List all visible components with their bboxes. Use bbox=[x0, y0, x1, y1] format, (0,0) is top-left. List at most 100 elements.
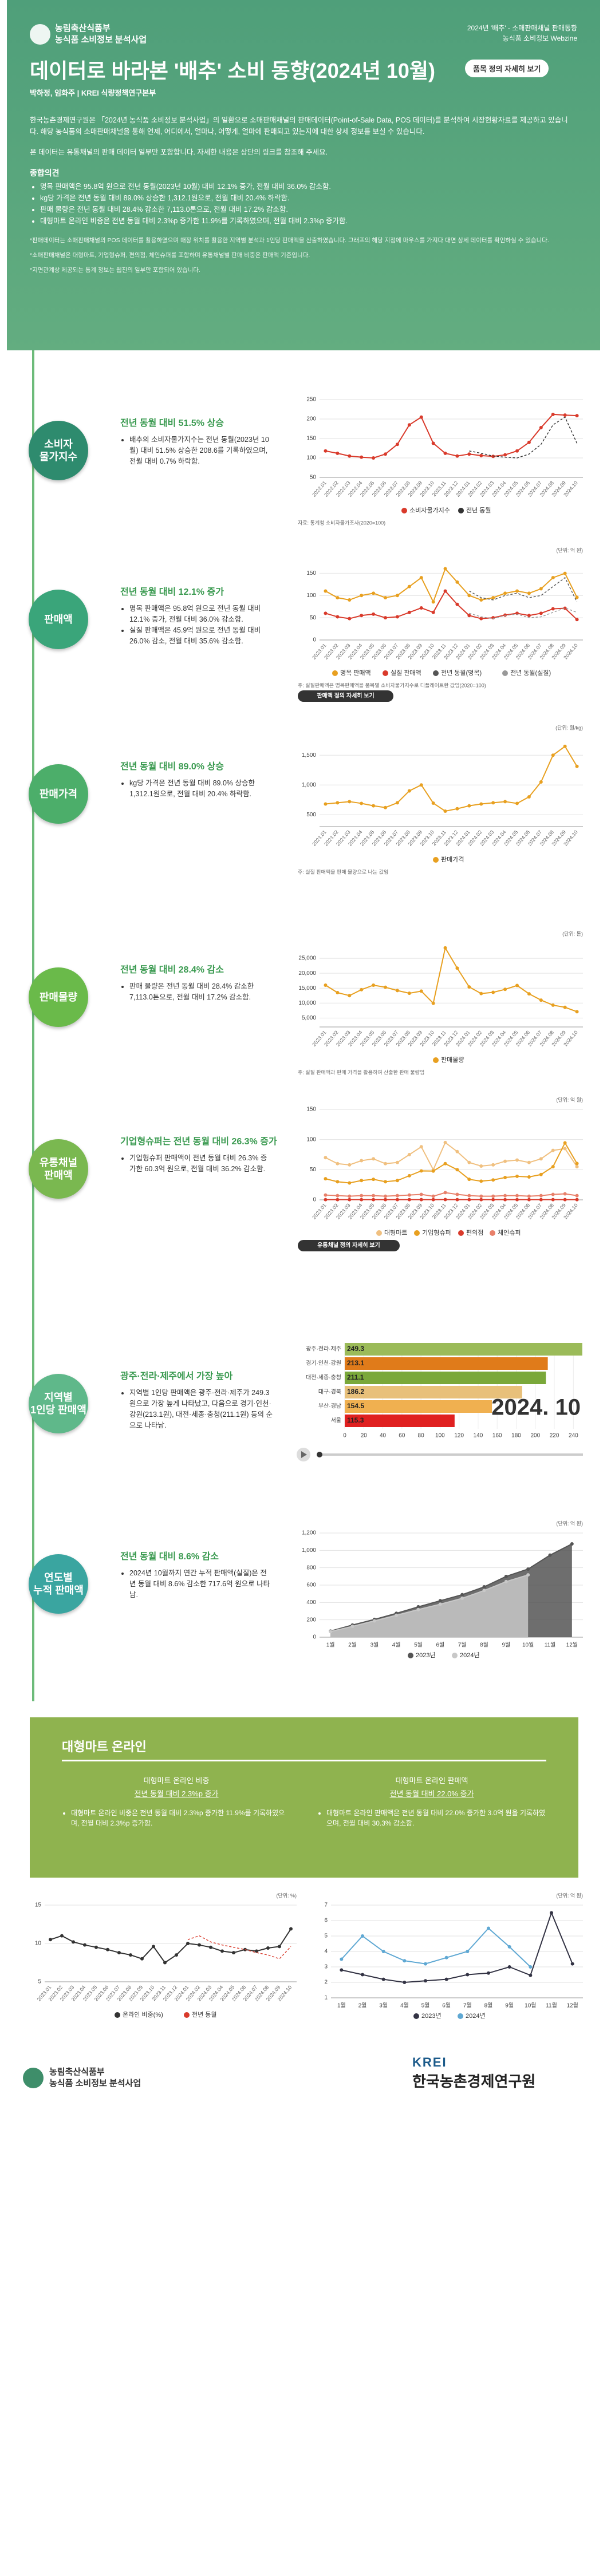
y-tick-label: 50 bbox=[310, 615, 317, 621]
column-title: 대형마트 온라인 비중 bbox=[143, 1776, 210, 1785]
y-tick-label: 20,000 bbox=[298, 970, 316, 977]
point bbox=[360, 594, 364, 598]
value-label: 186.2 bbox=[347, 1388, 364, 1396]
point bbox=[431, 1194, 435, 1198]
point bbox=[443, 1161, 447, 1165]
legend-label: 판매물량 bbox=[441, 1056, 464, 1064]
definition-button[interactable]: 품목 정의 자세히 보기 bbox=[465, 60, 549, 77]
legend-swatch bbox=[408, 1653, 413, 1658]
point bbox=[503, 1159, 507, 1163]
point bbox=[395, 1613, 399, 1617]
chart: (단위: 억 원) 1 2 3 4 5 6 7 1월 2월 3월 4월 5월 6월 7월 8월 9월 10월 11월… bbox=[324, 1892, 583, 2020]
point bbox=[395, 1179, 399, 1183]
point bbox=[175, 1953, 178, 1957]
x-tick-label: 2월 bbox=[348, 1642, 357, 1649]
x-tick-label: 12월 bbox=[566, 1642, 578, 1649]
point bbox=[443, 451, 447, 455]
definition-button[interactable] bbox=[298, 690, 393, 702]
point bbox=[515, 589, 519, 593]
x-tick-label: 80 bbox=[418, 1433, 425, 1439]
y-tick-label: 6 bbox=[324, 1918, 328, 1924]
x-tick-label: 5월 bbox=[421, 2002, 430, 2009]
point bbox=[491, 1163, 495, 1167]
point bbox=[395, 442, 399, 447]
legend-swatch bbox=[458, 508, 464, 513]
bullet: 지역별 1인당 판매액은 광주·전라·제주가 249.3원으로 가장 높게 나타… bbox=[129, 1388, 273, 1431]
x-tick-label: 6월 bbox=[442, 2002, 451, 2009]
x-tick-label: 8월 bbox=[484, 2002, 493, 2009]
point bbox=[455, 1198, 459, 1202]
point bbox=[527, 1175, 531, 1179]
point bbox=[466, 1950, 470, 1953]
point bbox=[340, 1957, 344, 1961]
point bbox=[360, 1179, 364, 1183]
point bbox=[419, 606, 423, 610]
bar bbox=[345, 1357, 548, 1370]
authors: 박하정, 임화주 | KREI 식량정책연구본부 bbox=[30, 89, 156, 97]
point bbox=[491, 1194, 495, 1198]
circle-label: 판매가격 bbox=[39, 788, 78, 800]
point bbox=[575, 595, 579, 599]
timeline bbox=[32, 350, 34, 1701]
category-label: 서울 bbox=[331, 1417, 341, 1424]
section-text: 전년 동월 대비 12.1% 증가명목 판매액은 95.8억 원으로 전년 동월… bbox=[120, 584, 273, 647]
circle: 유통채널 판매액 bbox=[29, 1139, 88, 1199]
definition-button[interactable] bbox=[298, 1240, 400, 1251]
point bbox=[350, 1625, 354, 1629]
bar bbox=[345, 1386, 522, 1398]
circle-label: 1인당 판매액 bbox=[30, 1404, 86, 1416]
point bbox=[348, 454, 352, 458]
legend-swatch bbox=[184, 2012, 190, 2018]
slider-knob[interactable] bbox=[317, 1452, 322, 1457]
circle-label: 판매액 bbox=[44, 1170, 73, 1181]
point bbox=[372, 983, 376, 987]
y-tick-label: 150 bbox=[306, 1107, 316, 1113]
series-line bbox=[187, 1935, 291, 1959]
point bbox=[395, 615, 399, 619]
point bbox=[539, 611, 543, 615]
series-line bbox=[469, 607, 577, 619]
point bbox=[431, 1198, 435, 1202]
point bbox=[551, 1003, 555, 1007]
point bbox=[431, 441, 435, 445]
point bbox=[491, 1198, 495, 1202]
point bbox=[419, 415, 423, 419]
point bbox=[482, 1589, 486, 1593]
bullet: 판매 물량은 전년 동월 대비 28.4% 감소한 7,113.0톤으로, 전월… bbox=[40, 204, 574, 215]
bullet: 대형마트 온라인 비중은 전년 동월 대비 2.3%p 증가한 11.9%를 기… bbox=[71, 1808, 291, 1828]
headline: 전년 동월 대비 12.1% 증가 bbox=[120, 587, 224, 597]
point bbox=[163, 1961, 167, 1965]
point bbox=[198, 1943, 201, 1947]
section-text: 전년 동월 대비 89.0% 상승 kg당 가격은 전년 동월 대비 89.0% … bbox=[120, 758, 273, 800]
point bbox=[431, 600, 435, 604]
point bbox=[419, 1169, 423, 1173]
point bbox=[563, 1005, 567, 1009]
point bbox=[563, 1192, 567, 1196]
point bbox=[372, 456, 376, 460]
y-tick-label: 15,000 bbox=[298, 985, 316, 991]
point bbox=[515, 1198, 519, 1202]
point bbox=[515, 1158, 519, 1162]
chart: (단위: 억 원)0501001502023.012023.022023.032… bbox=[298, 547, 583, 702]
x-tick-label: 11월 bbox=[546, 2002, 557, 2009]
x-tick-label: 140 bbox=[474, 1433, 483, 1439]
series-line bbox=[325, 1141, 578, 1171]
point bbox=[563, 744, 567, 748]
point bbox=[431, 610, 435, 614]
note: *소매판매채널은 대형마트, 기업형슈퍼, 편의점, 체인슈퍼를 포함하며 유통… bbox=[30, 252, 310, 259]
legend-swatch bbox=[401, 508, 407, 513]
bullet-list: 2024년 10월까지 연간 누적 판매액(실질)은 전년 동월 대비 8.6%… bbox=[120, 1568, 273, 1601]
legend-swatch bbox=[458, 1230, 464, 1236]
rule bbox=[62, 1760, 546, 1761]
point bbox=[384, 452, 387, 456]
point bbox=[407, 610, 411, 614]
legend-label: 전년 동월 bbox=[192, 2011, 217, 2018]
point bbox=[60, 1934, 64, 1938]
point bbox=[575, 1194, 579, 1198]
point bbox=[360, 455, 364, 459]
point bbox=[232, 1951, 235, 1955]
point bbox=[72, 1940, 75, 1944]
point bbox=[419, 783, 423, 787]
point bbox=[266, 1946, 270, 1950]
legend-label: 전년 동월 bbox=[466, 507, 491, 514]
